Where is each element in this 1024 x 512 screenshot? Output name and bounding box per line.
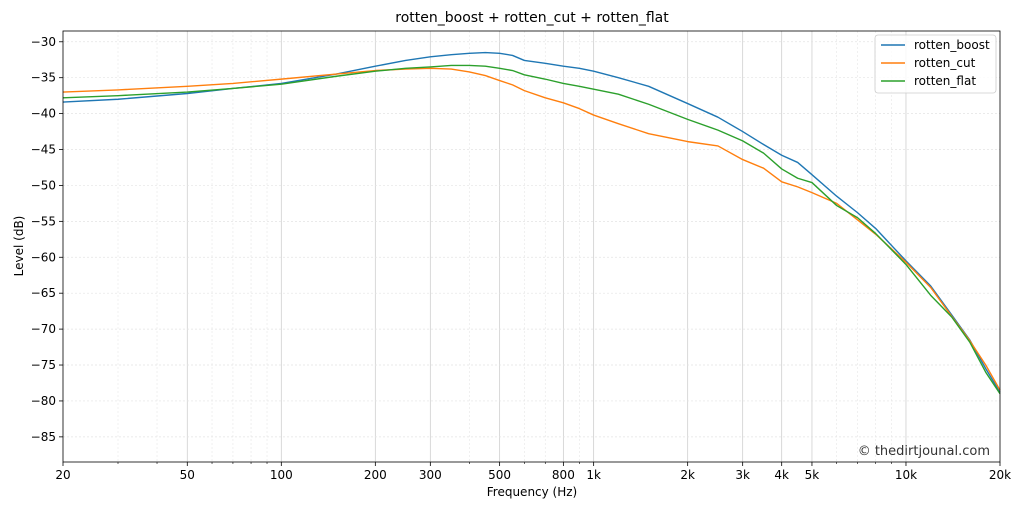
series-lines xyxy=(62,51,1001,395)
x-axis-title: Frequency (Hz) xyxy=(487,485,578,499)
y-axis-title: Level (dB) xyxy=(12,216,26,277)
x-tick-label: 4k xyxy=(774,468,789,482)
y-tick-label: −75 xyxy=(31,358,56,372)
series-line-rotten-boost xyxy=(62,51,1001,393)
x-axis: 20 50 100 200 300 500 800 1k 2k 3k 4k 5k 10k 20k xyxy=(55,462,1011,482)
x-tick-label: 5k xyxy=(805,468,820,482)
legend-label: rotten_flat xyxy=(914,74,976,88)
series-line-rotten-flat xyxy=(62,64,1001,395)
legend: rotten_boost rotten_cut rotten_flat xyxy=(874,34,997,94)
x-tick-label: 20k xyxy=(989,468,1011,482)
y-tick-label: −40 xyxy=(31,107,56,121)
x-tick-label: 500 xyxy=(488,468,511,482)
y-tick-label: −45 xyxy=(31,143,56,157)
y-tick-label: −65 xyxy=(31,286,56,300)
plot-frame xyxy=(62,30,1001,463)
y-tick-label: −55 xyxy=(31,214,56,228)
x-tick-label: 200 xyxy=(364,468,387,482)
y-axis: −30 −35 −40 −45 −50 −55 −60 −65 −70 −75 −80 −85 xyxy=(31,35,63,444)
x-tick-label: 3k xyxy=(735,468,750,482)
x-tick-label: 800 xyxy=(552,468,575,482)
x-tick-label: 10k xyxy=(895,468,917,482)
x-tick-label: 50 xyxy=(180,468,195,482)
y-tick-label: −70 xyxy=(31,322,56,336)
y-tick-label: −60 xyxy=(31,250,56,264)
x-tick-label: 300 xyxy=(419,468,442,482)
legend-box xyxy=(874,34,997,94)
x-tick-label: 20 xyxy=(55,468,70,482)
y-tick-label: −80 xyxy=(31,394,56,408)
x-tick-label: 100 xyxy=(270,468,293,482)
x-tick-label: 2k xyxy=(680,468,695,482)
watermark: © thedirtjounal.com xyxy=(858,444,990,459)
legend-label: rotten_cut xyxy=(914,56,976,70)
legend-label: rotten_boost xyxy=(914,38,990,52)
y-tick-label: −30 xyxy=(31,35,56,49)
y-tick-label: −35 xyxy=(31,71,56,85)
x-tick-label: 1k xyxy=(586,468,601,482)
chart-title: rotten_boost + rotten_cut + rotten_flat xyxy=(395,10,669,26)
y-tick-label: −85 xyxy=(31,430,56,444)
y-tick-label: −50 xyxy=(31,178,56,192)
